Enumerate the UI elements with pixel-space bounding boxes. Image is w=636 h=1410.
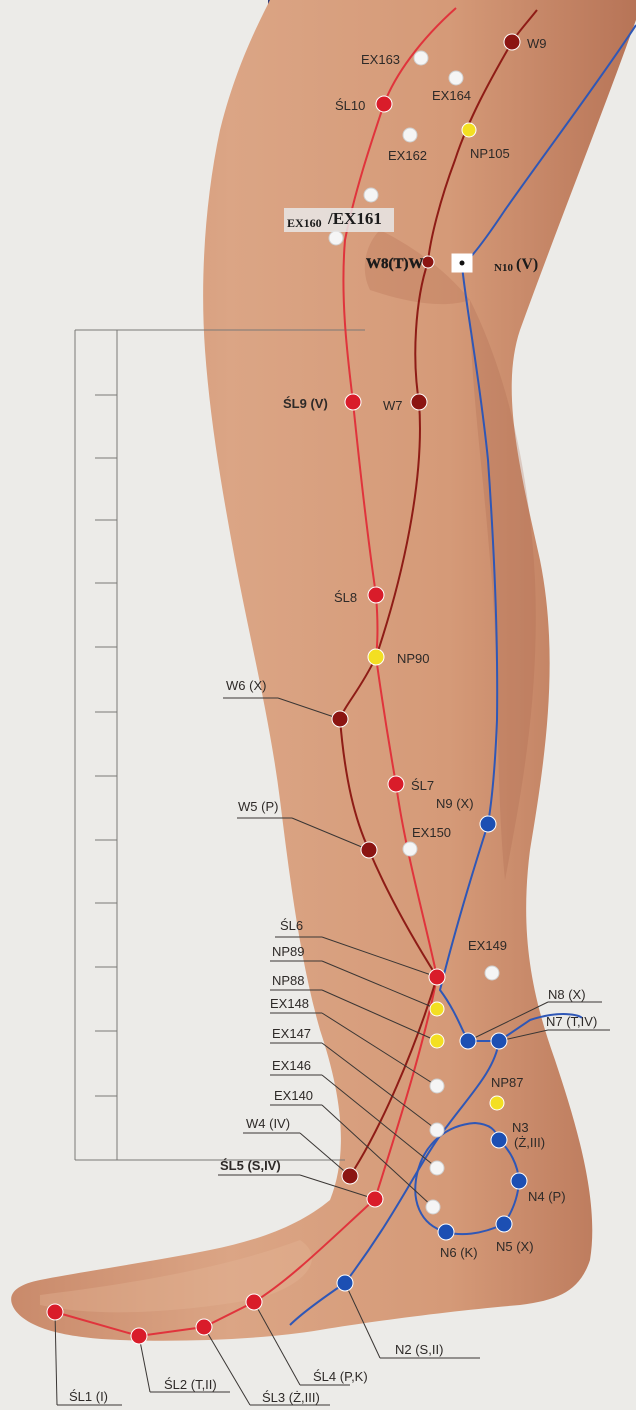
label-sl1: ŚL1 (I) (69, 1389, 108, 1404)
label-ex148: EX148 (270, 996, 309, 1011)
point-ex147 (429, 1122, 445, 1138)
label-ex147: EX147 (272, 1026, 311, 1041)
knee-shade (364, 230, 470, 305)
point-n5 (495, 1215, 513, 1233)
label-sl2: ŚL2 (T,II) (164, 1377, 217, 1392)
label-np88: NP88 (272, 973, 305, 988)
point-sl8 (367, 586, 385, 604)
point-w8 (421, 255, 435, 269)
point-w5 (360, 841, 378, 859)
point-np105 (461, 122, 477, 138)
point-ex160b (328, 230, 344, 246)
foot-highlight (40, 1240, 312, 1313)
label-w6: W6 (X) (226, 678, 266, 693)
point-n6 (437, 1223, 455, 1241)
label-ex149: EX149 (468, 938, 507, 953)
label-sl8: ŚL8 (334, 590, 357, 605)
point-sl7 (387, 775, 405, 793)
point-np89 (429, 1001, 445, 1017)
label-n9: N9 (X) (436, 796, 474, 811)
label-sl9: ŚL9 (V) (283, 396, 328, 411)
label-ex163: EX163 (361, 52, 400, 67)
label-sl7: ŚL7 (411, 778, 434, 793)
labels: EX163 W9 EX164 ŚL10 NP105 EX162 EX160 /E… (69, 36, 597, 1405)
point-sl9 (344, 393, 362, 411)
label-ex146: EX146 (272, 1058, 311, 1073)
label-sl6: ŚL6 (280, 918, 303, 933)
label-np87: NP87 (491, 1075, 524, 1090)
label-ex162: EX162 (388, 148, 427, 163)
point-sl1 (46, 1303, 64, 1321)
label-w5: W5 (P) (238, 799, 278, 814)
label-sl5: ŚL5 (S,IV) (220, 1158, 281, 1173)
ex160-label-bg (284, 208, 394, 232)
label-n7: N7 (T,IV) (546, 1014, 597, 1029)
label-n3b: (Ż,III) (514, 1135, 545, 1150)
label-np105: NP105 (470, 146, 510, 161)
point-n3 (490, 1131, 508, 1149)
point-w7 (410, 393, 428, 411)
label-n6: N6 (K) (440, 1245, 478, 1260)
point-ex160a (363, 187, 379, 203)
point-sl4 (245, 1293, 263, 1311)
label-n3a: N3 (512, 1120, 529, 1135)
point-ex163 (413, 50, 429, 66)
point-n8 (459, 1032, 477, 1050)
label-n5: N5 (X) (496, 1239, 534, 1254)
label-n8: N8 (X) (548, 987, 586, 1002)
label-n10: N10 (494, 262, 513, 274)
point-ex150 (402, 841, 418, 857)
point-sl2 (130, 1327, 148, 1345)
point-sl5 (366, 1190, 384, 1208)
label-w9: W9 (527, 36, 547, 51)
label-n2: N2 (S,II) (395, 1342, 443, 1357)
label-w4: W4 (IV) (246, 1116, 290, 1131)
point-np87 (489, 1095, 505, 1111)
point-ex149 (484, 965, 500, 981)
point-w9 (503, 33, 521, 51)
point-sl10 (375, 95, 393, 113)
label-ex140: EX140 (274, 1088, 313, 1103)
label-sl4: ŚL4 (P,K) (313, 1369, 368, 1384)
label-n10-roman: (V) (516, 256, 538, 273)
meridian-stomach-darkred (338, 9, 538, 1177)
point-sl6 (428, 968, 446, 986)
n10-dot (459, 260, 465, 266)
point-n2 (336, 1274, 354, 1292)
point-np88 (429, 1033, 445, 1049)
point-sl3 (195, 1318, 213, 1336)
leg-silhouette (11, 0, 636, 1341)
vertical-scale (74, 329, 365, 1161)
point-n7 (490, 1032, 508, 1050)
point-w4 (341, 1167, 359, 1185)
leader-lines (54, 697, 610, 1406)
point-n9 (479, 815, 497, 833)
point-ex148 (429, 1078, 445, 1094)
point-w6 (331, 710, 349, 728)
label-np90: NP90 (397, 651, 430, 666)
label-ex160: EX160 (287, 216, 322, 230)
label-w8: W8(T)W (366, 256, 424, 272)
point-ex164 (448, 70, 464, 86)
point-ex140 (425, 1199, 441, 1215)
label-ex150: EX150 (412, 825, 451, 840)
point-ex162 (402, 127, 418, 143)
label-sl3: ŚL3 (Ż,III) (262, 1390, 320, 1405)
label-np89: NP89 (272, 944, 305, 959)
points (46, 33, 528, 1345)
label-n4: N4 (P) (528, 1189, 566, 1204)
label-ex164: EX164 (432, 88, 471, 103)
point-np90 (367, 648, 385, 666)
point-ex146 (429, 1160, 445, 1176)
label-sl10: ŚL10 (335, 98, 365, 113)
label-ex161: /EX161 (327, 209, 382, 228)
label-w7: W7 (383, 398, 403, 413)
point-n4 (510, 1172, 528, 1190)
